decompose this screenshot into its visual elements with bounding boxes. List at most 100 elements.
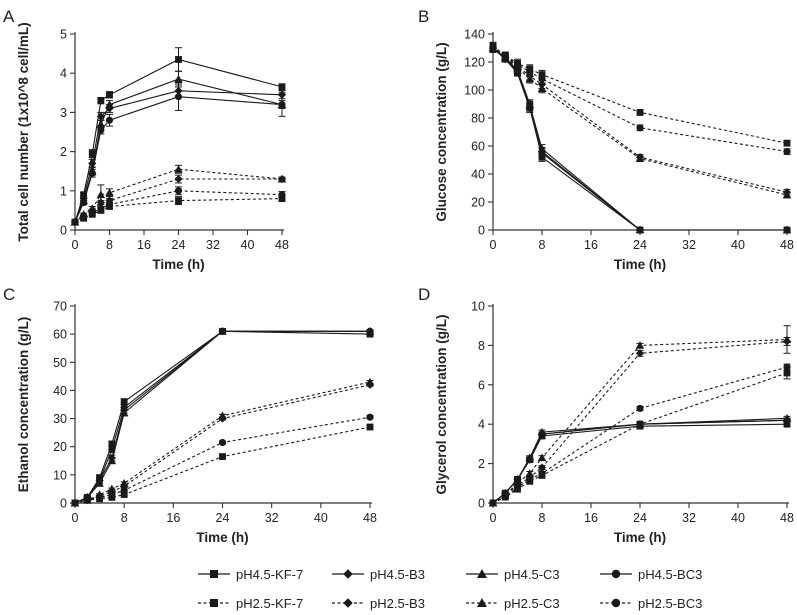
series-ph2-5-bc3: [489, 41, 791, 156]
data-point: [277, 174, 287, 183]
x-tick-label: 0: [490, 511, 497, 525]
y-tick-label: 2: [478, 457, 485, 471]
panel-label: C: [3, 285, 15, 304]
legend-entry-ph4-5-kf-7: pH4.5-KF-7: [198, 567, 303, 582]
x-tick-label: 16: [137, 238, 151, 252]
y-tick-label: 30: [53, 412, 67, 426]
y-tick-label: 0: [60, 497, 67, 511]
x-tick-label: 40: [241, 238, 255, 252]
x-tick-label: 8: [539, 238, 546, 252]
legend-label: pH4.5-BC3: [638, 567, 702, 582]
x-tick-label: 16: [584, 511, 598, 525]
y-tick-label: 6: [478, 378, 485, 392]
panel-label: D: [418, 285, 430, 304]
legend-label: pH2.5-KF-7: [236, 596, 303, 611]
data-point: [218, 327, 227, 335]
legend-label: pH2.5-B3: [370, 596, 425, 611]
y-axis-label: Glycerol concentration (g/L): [434, 314, 449, 494]
data-point: [174, 164, 183, 173]
data-point: [83, 496, 91, 504]
legend-marker: [343, 598, 353, 608]
data-point: [525, 469, 534, 477]
legend-label: pH4.5-C3: [504, 567, 560, 582]
data-point: [526, 475, 534, 483]
y-tick-label: 4: [478, 418, 485, 432]
y-tick-label: 8: [478, 339, 485, 353]
data-point: [783, 226, 791, 234]
panel-label: A: [3, 7, 15, 26]
data-point: [525, 74, 534, 83]
data-point: [105, 188, 114, 197]
x-tick-label: 48: [363, 511, 377, 525]
legend-label: pH2.5-BC3: [638, 596, 702, 611]
series-ph2-5-bc3: [489, 363, 791, 507]
x-tick-label: 24: [633, 238, 647, 252]
data-point: [635, 349, 645, 358]
data-point: [120, 403, 128, 411]
y-tick-label: 5: [60, 28, 67, 42]
y-tick-label: 40: [471, 168, 485, 182]
data-point: [538, 75, 546, 83]
data-point: [636, 124, 644, 132]
data-point: [782, 190, 792, 199]
y-tick-label: 1: [60, 184, 67, 198]
data-point: [108, 490, 116, 499]
x-tick-label: 48: [780, 238, 794, 252]
series-line: [492, 47, 788, 193]
series-line: [492, 47, 787, 231]
data-point: [636, 420, 644, 428]
data-point: [120, 486, 128, 494]
y-tick-label: 50: [53, 356, 67, 370]
x-tick-label: 24: [172, 238, 186, 252]
x-tick-label: 8: [121, 511, 128, 525]
x-tick-label: 8: [539, 511, 546, 525]
series-ph4-5-b3: [488, 416, 792, 508]
data-point: [635, 341, 645, 349]
data-point: [278, 195, 286, 203]
series-ph2-5-bc3: [71, 413, 374, 507]
data-point: [119, 479, 129, 487]
data-point: [174, 93, 183, 101]
series-ph2-5-kf-7: [489, 366, 791, 507]
data-point: [96, 476, 104, 485]
data-point: [501, 493, 509, 501]
data-point: [783, 148, 791, 156]
x-tick-label: 48: [275, 238, 289, 252]
data-point: [96, 493, 104, 501]
y-tick-label: 10: [53, 468, 67, 482]
x-tick-label: 8: [106, 238, 113, 252]
series-line: [492, 372, 788, 504]
data-point: [783, 416, 791, 424]
data-point: [636, 109, 644, 116]
series-ph2-5-bc3: [71, 186, 286, 226]
data-point: [636, 226, 644, 234]
series-line: [492, 47, 788, 196]
x-tick-label: 0: [490, 238, 497, 252]
chart-panel-c: C 0 8 16 24 32 40 48 0 10 20 30 40 50 60 70 Time (h) Etha…: [3, 285, 377, 545]
series-ph4-5-bc3: [489, 416, 791, 507]
y-tick-label: 100: [464, 84, 485, 98]
data-point: [526, 100, 534, 108]
x-tick-label: 40: [314, 511, 328, 525]
y-axis-label: Total cell number (1x10^8 cell/mL): [16, 22, 31, 241]
legend: pH4.5-KF-7 pH4.5-B3 pH4.5-C3 pH4.5-BC3 pH2.5…: [198, 567, 702, 611]
x-tick-label: 32: [206, 238, 220, 252]
x-tick-label: 48: [780, 511, 794, 525]
data-point: [175, 197, 182, 204]
series-ph4-5-bc3: [489, 43, 791, 234]
data-point: [174, 74, 183, 83]
data-point: [106, 91, 113, 99]
legend-marker: [611, 598, 621, 608]
data-point: [97, 204, 105, 213]
data-point: [526, 68, 534, 76]
data-point: [120, 491, 128, 498]
data-point: [105, 116, 114, 124]
data-point: [278, 191, 286, 199]
series-line: [492, 417, 788, 504]
data-point: [538, 430, 546, 438]
y-tick-label: 10: [471, 300, 485, 314]
data-point: [366, 413, 374, 421]
data-point: [365, 377, 375, 386]
series-line: [492, 419, 788, 504]
